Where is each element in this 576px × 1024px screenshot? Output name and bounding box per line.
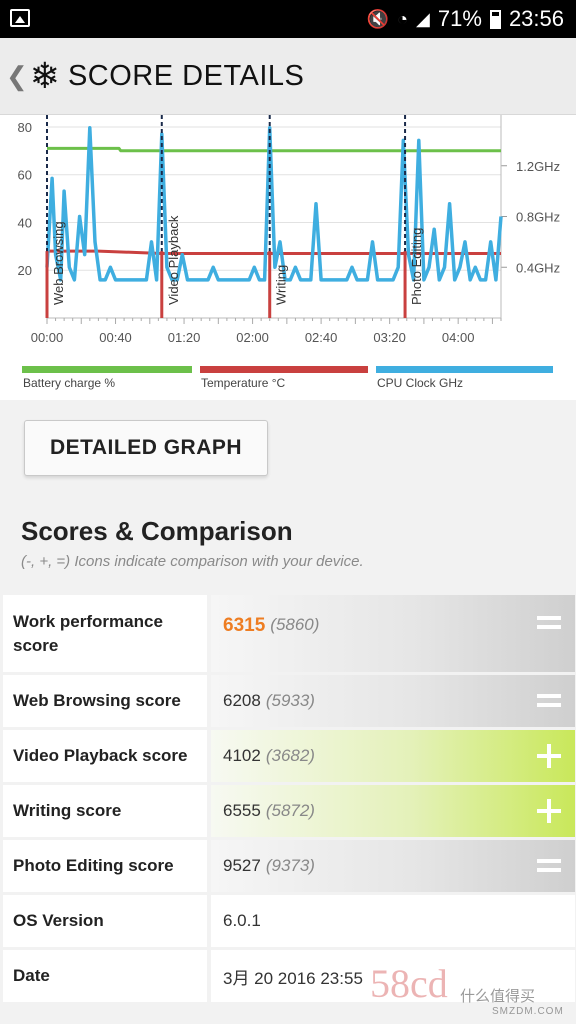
y-tick-label: 60: [18, 168, 32, 183]
equal-icon: [537, 611, 561, 635]
row-compare-score: (9373): [265, 856, 315, 875]
legend-label: Temperature °C: [201, 376, 285, 390]
equal-icon: [537, 689, 561, 713]
legend-swatch: [200, 366, 368, 373]
x-tick-label: 00:00: [31, 330, 64, 345]
x-tick-label: 02:00: [236, 330, 269, 345]
section-title: Scores & Comparison: [21, 516, 293, 546]
battery-test-chart: 20 40 60 80 0.4GHz 0.8GHz 1.2GHz 00:00 00:40 01:2…: [0, 115, 576, 400]
table-row: Writing score 6555 (5872): [3, 785, 575, 837]
y2-tick-label: 0.4GHz: [516, 260, 560, 275]
x-tick-label: 02:40: [305, 330, 338, 345]
status-bar: 🔇 ◔ ◢ 71% 23:56: [0, 0, 576, 38]
table-row: Work performance score 6315 (5860): [3, 595, 575, 672]
table-row: Date 3月 20 2016 23:55: [3, 950, 575, 1002]
row-value-cell: 6208 (5933): [211, 675, 575, 727]
wifi-icon: ◔: [397, 8, 409, 29]
segment-label: Photo Editing: [409, 228, 424, 305]
row-label: Video Playback score: [3, 730, 207, 782]
watermark-sub: SMZDM.COM: [492, 1006, 564, 1017]
section-subtitle: (-, +, =) Icons indicate comparison with…: [21, 553, 364, 570]
app-bar: ❮ ❄ SCORE DETAILS: [0, 38, 576, 115]
row-value-cell: 3月 20 2016 23:55: [211, 950, 575, 1002]
signal-icon: ◢: [416, 8, 430, 29]
legend-label: CPU Clock GHz: [377, 376, 463, 390]
row-label: Web Browsing score: [3, 675, 207, 727]
y2-tick-label: 0.8GHz: [516, 210, 560, 225]
battery-icon: [489, 9, 501, 29]
legend-swatch: [22, 366, 192, 373]
row-score: 9527: [223, 856, 261, 875]
segment-label: Web Browsing: [51, 221, 66, 305]
plus-icon: [537, 744, 561, 768]
snowflake-logo-icon: ❄: [29, 55, 60, 96]
battery-percent: 71%: [437, 6, 482, 31]
equal-icon: [537, 854, 561, 878]
table-row: OS Version 6.0.1: [3, 895, 575, 947]
row-value-cell: 9527 (9373): [211, 840, 575, 892]
row-value-cell: 4102 (3682): [211, 730, 575, 782]
series-temperature-line: [47, 249, 501, 255]
row-compare-score: (5933): [265, 691, 315, 710]
row-value-cell: 6315 (5860): [211, 595, 575, 672]
table-row: Photo Editing score 9527 (9373): [3, 840, 575, 892]
table-row: Video Playback score 4102 (3682): [3, 730, 575, 782]
row-value-cell: 6.0.1: [211, 895, 575, 947]
x-tick-label: 00:40: [99, 330, 132, 345]
clock: 23:56: [508, 6, 564, 31]
plus-icon: [537, 799, 561, 823]
segment-label: Video Playback: [166, 215, 181, 305]
row-label: OS Version: [3, 895, 207, 947]
row-score: 4102: [223, 746, 261, 765]
row-compare-score: (5860): [270, 615, 320, 634]
legend-swatch: [376, 366, 553, 373]
chart-svg: 20 40 60 80 0.4GHz 0.8GHz 1.2GHz 00:00 00:40 01:2…: [18, 115, 560, 390]
watermark-text: 什么值得买: [460, 988, 536, 1005]
series-cpu-line: [45, 125, 503, 282]
row-compare-score: (3682): [265, 746, 315, 765]
row-score: 6315: [223, 615, 266, 636]
row-value-cell: 6555 (5872): [211, 785, 575, 837]
x-tick-label: 03:20: [373, 330, 406, 345]
y2-tick-label: 1.2GHz: [516, 159, 560, 174]
legend-label: Battery charge %: [23, 376, 115, 390]
row-value: 6.0.1: [223, 911, 261, 930]
page-title: SCORE DETAILS: [67, 59, 305, 92]
row-score: 6208: [223, 691, 261, 710]
segment-label: Writing: [274, 265, 289, 305]
row-value: 3月 20 2016 23:55: [223, 968, 363, 988]
row-label: Photo Editing score: [3, 840, 207, 892]
scores-table: Work performance score 6315 (5860) Web B…: [3, 595, 575, 1005]
row-label: Date: [3, 950, 207, 1002]
x-tick-label: 04:00: [442, 330, 475, 345]
detailed-graph-button[interactable]: DETAILED GRAPH: [24, 420, 268, 476]
gallery-notification-icon: [10, 9, 30, 27]
row-compare-score: (5872): [265, 801, 315, 820]
series-battery-line: [47, 146, 501, 153]
watermark-mark: 58cd: [370, 961, 448, 1006]
x-tick-label: 01:20: [168, 330, 201, 345]
row-label: Work performance score: [3, 595, 207, 672]
y-tick-label: 20: [18, 263, 32, 278]
mute-icon: 🔇: [366, 8, 390, 29]
row-score: 6555: [223, 801, 261, 820]
row-label: Writing score: [3, 785, 207, 837]
y-tick-label: 40: [18, 215, 32, 230]
table-row: Web Browsing score 6208 (5933): [3, 675, 575, 727]
y-tick-label: 80: [18, 120, 32, 135]
back-chevron-icon[interactable]: ❮: [6, 60, 28, 91]
